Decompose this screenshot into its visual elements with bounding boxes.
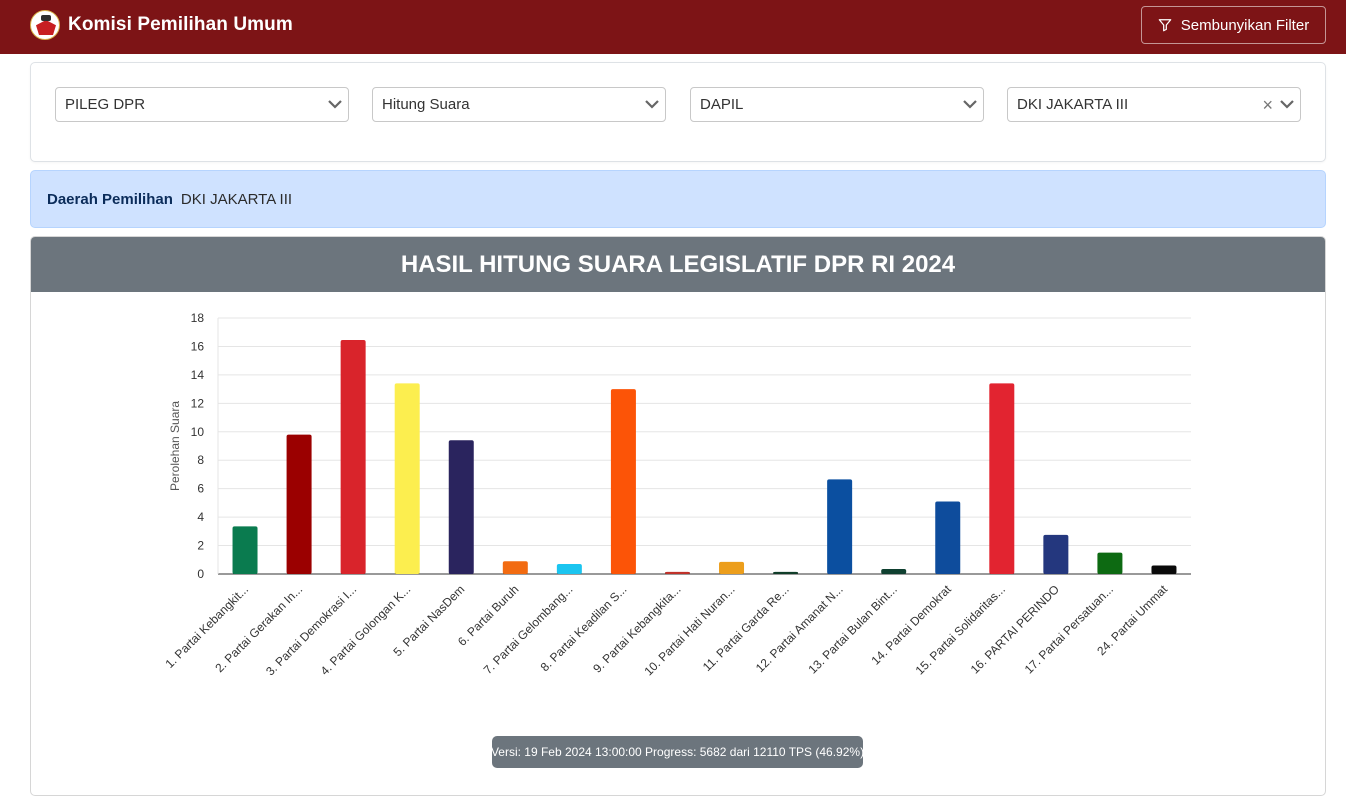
- brand[interactable]: Komisi Pemilihan Umum: [30, 8, 293, 42]
- bar: [1043, 534, 1069, 574]
- dapil-value: DKI JAKARTA III: [1017, 96, 1129, 113]
- region-level-value: DAPIL: [700, 96, 744, 113]
- y-tick-label: 10: [191, 425, 205, 439]
- y-tick-label: 8: [197, 453, 204, 467]
- y-tick-label: 14: [191, 368, 205, 382]
- bar: [232, 526, 258, 574]
- hide-filter-label: Sembunyikan Filter: [1180, 16, 1310, 34]
- x-tick-label: 15. Partai Solidaritas...: [913, 582, 1008, 677]
- y-axis-label: Perolehan Suara: [168, 401, 182, 491]
- y-tick-label: 4: [197, 510, 204, 524]
- chevron-down-icon: [645, 100, 659, 109]
- bar: [286, 434, 312, 574]
- x-tick-label: 10. Partai Hati Nuran...: [641, 582, 737, 678]
- x-tick-label: 3. Partai Demokrasi I...: [263, 582, 359, 678]
- kpu-logo-icon: [30, 10, 60, 40]
- y-tick-label: 16: [191, 339, 205, 353]
- y-tick-label: 18: [191, 311, 205, 325]
- x-tick-label: 13. Partai Bulan Bint...: [805, 582, 899, 676]
- dapil-select[interactable]: DKI JAKARTA III ×: [1007, 87, 1301, 122]
- hide-filter-button[interactable]: Sembunyikan Filter: [1141, 6, 1326, 44]
- bar: [556, 564, 582, 574]
- y-tick-label: 6: [197, 482, 204, 496]
- chevron-down-icon: [1280, 100, 1294, 109]
- dapil-info-label: Daerah Pemilihan: [47, 190, 173, 208]
- bar: [1151, 565, 1177, 574]
- bar: [773, 571, 799, 574]
- x-tick-label: 7. Partai Gelombang...: [481, 582, 576, 677]
- filter-panel: PILEG DPR Hitung Suara DAPIL DKI JAKARTA…: [30, 62, 1326, 162]
- bar: [340, 340, 366, 574]
- bar: [827, 479, 853, 574]
- chevron-down-icon: [963, 100, 977, 109]
- filter-icon: [1158, 19, 1172, 32]
- dapil-info-alert: Daerah Pemilihan DKI JAKARTA III: [30, 170, 1326, 228]
- y-tick-label: 0: [197, 567, 204, 581]
- count-type-value: Hitung Suara: [382, 96, 470, 113]
- bar: [935, 501, 961, 574]
- bar: [394, 383, 420, 574]
- brand-title: Komisi Pemilihan Umum: [68, 14, 293, 35]
- chevron-down-icon: [328, 100, 342, 109]
- bar: [664, 571, 690, 574]
- clear-icon[interactable]: ×: [1262, 95, 1273, 115]
- bar: [610, 389, 636, 574]
- election-type-select[interactable]: PILEG DPR: [55, 87, 349, 122]
- bar: [719, 561, 745, 574]
- y-tick-label: 2: [197, 539, 204, 553]
- version-progress-badge: Versi: 19 Feb 2024 13:00:00 Progress: 56…: [491, 736, 864, 768]
- x-tick-label: 4. Partai Golongan K...: [318, 582, 414, 678]
- region-level-select[interactable]: DAPIL: [690, 87, 984, 122]
- chart-card: HASIL HITUNG SUARA LEGISLATIF DPR RI 202…: [30, 236, 1326, 796]
- bar: [881, 569, 907, 574]
- x-tick-label: 17. Partai Persatuan...: [1022, 582, 1116, 676]
- bar: [502, 561, 528, 574]
- x-tick-label: 9. Partai Kebangkita...: [590, 582, 683, 675]
- bar: [989, 383, 1015, 574]
- top-navbar: Komisi Pemilihan Umum Sembunyikan Filter: [0, 0, 1346, 54]
- x-tick-label: 16. PARTAI PERINDO: [968, 582, 1062, 676]
- election-type-value: PILEG DPR: [65, 96, 146, 113]
- bar: [1097, 552, 1123, 574]
- y-tick-label: 12: [191, 396, 205, 410]
- bar: [448, 440, 474, 574]
- chart-title: HASIL HITUNG SUARA LEGISLATIF DPR RI 202…: [31, 237, 1325, 292]
- count-type-select[interactable]: Hitung Suara: [372, 87, 666, 122]
- dapil-info-value: DKI JAKARTA III: [180, 190, 293, 208]
